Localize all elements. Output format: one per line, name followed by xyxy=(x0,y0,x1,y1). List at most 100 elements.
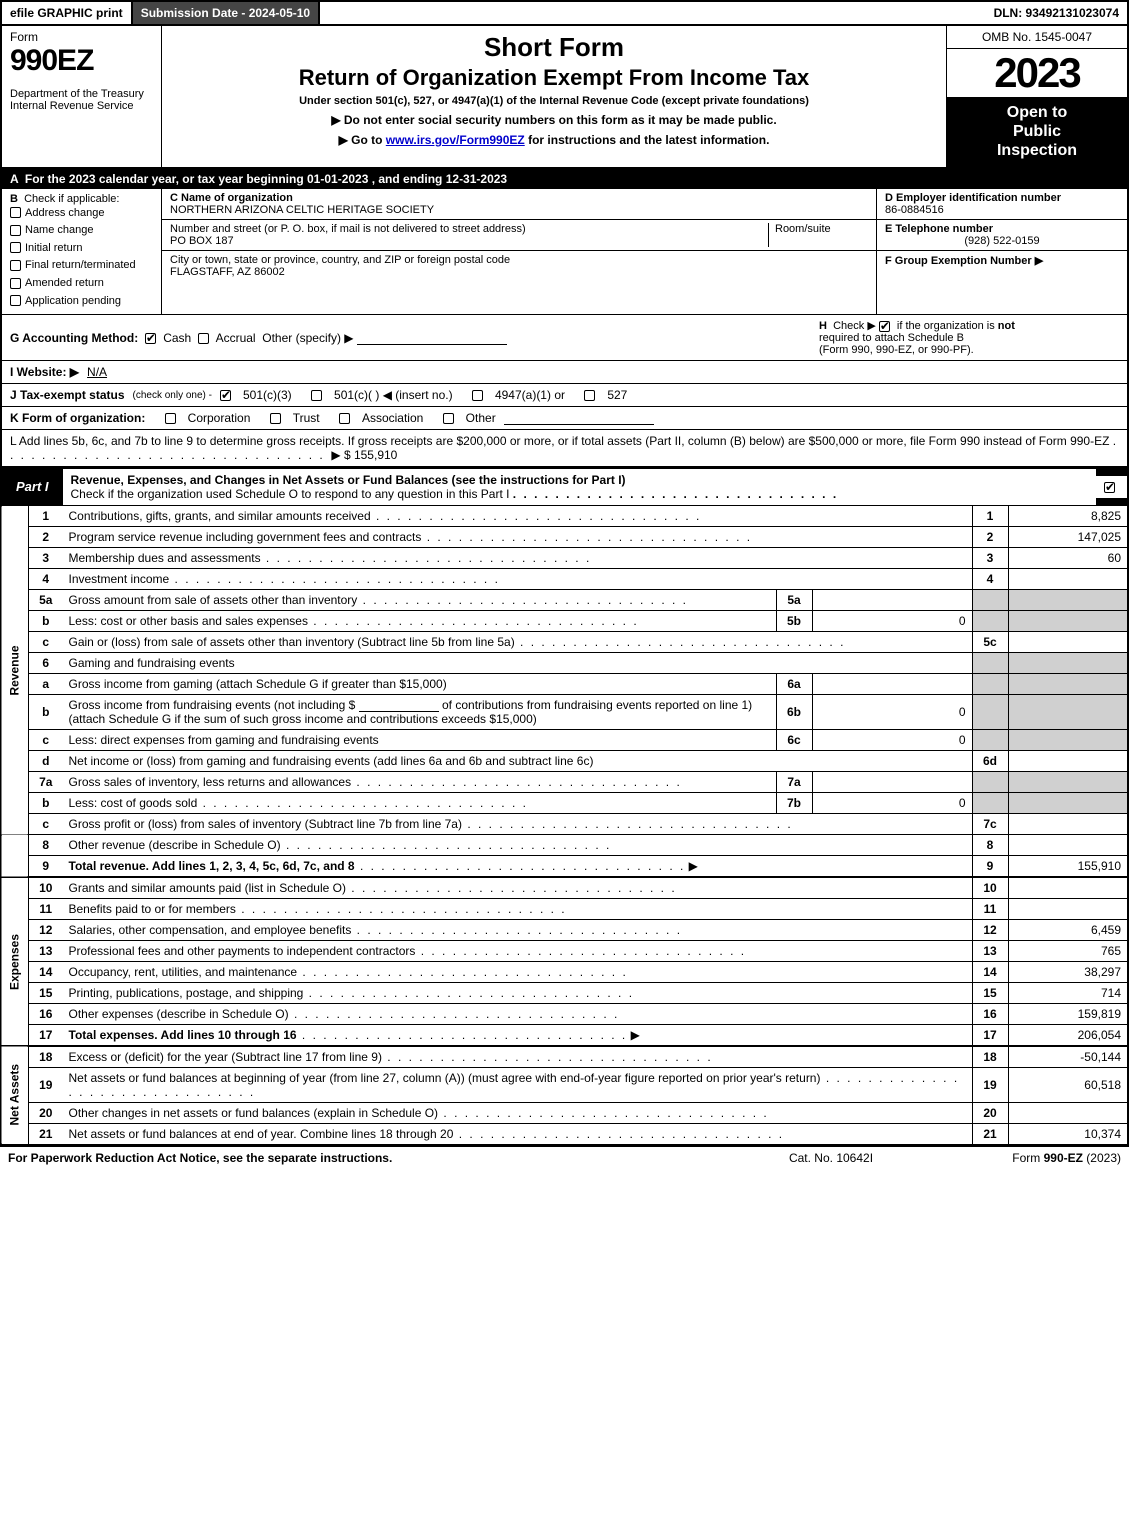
l20-num: 20 xyxy=(29,1103,63,1124)
chk-501c[interactable] xyxy=(311,390,322,401)
l17-desc: Total expenses. Add lines 10 through 16 xyxy=(69,1028,297,1042)
l11-rnum: 11 xyxy=(972,899,1008,920)
l6c-mn: 6c xyxy=(776,730,812,751)
l9-rval: 155,910 xyxy=(1008,856,1128,878)
chk-name-change-label: Name change xyxy=(25,224,94,236)
line-6a: a Gross income from gaming (attach Sched… xyxy=(1,674,1128,695)
top-spacer xyxy=(320,2,985,24)
chk-501c3[interactable] xyxy=(220,390,231,401)
line-7c: c Gross profit or (loss) from sales of i… xyxy=(1,814,1128,835)
goto-link[interactable]: www.irs.gov/Form990EZ xyxy=(386,133,525,147)
l5b-rnum xyxy=(972,611,1008,632)
org-info-grid: B Check if applicable: Address change Na… xyxy=(0,189,1129,316)
i-lbl: I Website: ▶ xyxy=(10,365,79,379)
h-text3: required to attach Schedule B xyxy=(819,332,964,344)
chk-name-change[interactable]: Name change xyxy=(10,222,153,240)
d-block: D Employer identification number 86-0884… xyxy=(877,189,1127,220)
footer-right: Form 990-EZ (2023) xyxy=(921,1151,1121,1165)
chk-trust[interactable] xyxy=(270,413,281,424)
l12-rnum: 12 xyxy=(972,920,1008,941)
header-mid: Short Form Return of Organization Exempt… xyxy=(162,26,947,167)
l5c-desc: Gain or (loss) from sale of assets other… xyxy=(69,635,515,649)
l6c-num: c xyxy=(29,730,63,751)
chk-final-return[interactable]: Final return/terminated xyxy=(10,257,153,275)
h-text4: (Form 990, 990-EZ, or 990-PF). xyxy=(819,344,974,356)
dln: DLN: 93492131023074 xyxy=(986,2,1127,24)
omb-number: OMB No. 1545-0047 xyxy=(947,26,1127,49)
l18-rval: -50,144 xyxy=(1008,1046,1128,1068)
chk-amended-return[interactable]: Amended return xyxy=(10,275,153,293)
row-k: K Form of organization: Corporation Trus… xyxy=(0,407,1129,430)
l7a-num: 7a xyxy=(29,772,63,793)
chk-527[interactable] xyxy=(584,390,595,401)
footer-catno: Cat. No. 10642I xyxy=(741,1151,921,1165)
k-assoc: Association xyxy=(362,411,423,425)
short-form-title: Short Form xyxy=(170,32,938,63)
footer-right-pre: Form xyxy=(1012,1151,1043,1165)
l15-num: 15 xyxy=(29,983,63,1004)
l-amount: $ 155,910 xyxy=(344,448,397,462)
l19-rval: 60,518 xyxy=(1008,1068,1128,1103)
chk-address-change[interactable]: Address change xyxy=(10,205,153,223)
l5b-mn: 5b xyxy=(776,611,812,632)
l10-rval xyxy=(1008,877,1128,899)
l5a-rnum xyxy=(972,590,1008,611)
k-other-fill[interactable] xyxy=(504,411,654,425)
l12-rval: 6,459 xyxy=(1008,920,1128,941)
l8-rval xyxy=(1008,835,1128,856)
d-lbl: D Employer identification number xyxy=(885,192,1061,204)
l5c-num: c xyxy=(29,632,63,653)
l1-rnum: 1 xyxy=(972,506,1008,527)
chk-other-org[interactable] xyxy=(443,413,454,424)
l7b-rval xyxy=(1008,793,1128,814)
l6b-fill[interactable] xyxy=(359,698,439,712)
l13-desc: Professional fees and other payments to … xyxy=(69,944,416,958)
dept-treasury: Department of the Treasury xyxy=(10,88,153,100)
g-other: Other (specify) ▶ xyxy=(262,331,353,345)
l8-rnum: 8 xyxy=(972,835,1008,856)
l7b-mv: 0 xyxy=(812,793,972,814)
line-11: 11 Benefits paid to or for members 11 xyxy=(1,899,1128,920)
l7a-rnum xyxy=(972,772,1008,793)
line-17: 17 Total expenses. Add lines 10 through … xyxy=(1,1025,1128,1047)
col-de: D Employer identification number 86-0884… xyxy=(877,189,1127,315)
l7b-num: b xyxy=(29,793,63,814)
l13-rnum: 13 xyxy=(972,941,1008,962)
j-lbl: J Tax-exempt status xyxy=(10,388,125,402)
l6-rval xyxy=(1008,653,1128,674)
chk-corp[interactable] xyxy=(165,413,176,424)
l9-desc: Total revenue. Add lines 1, 2, 3, 4, 5c,… xyxy=(69,859,355,873)
efile-label[interactable]: efile GRAPHIC print xyxy=(2,2,133,24)
chk-accrual[interactable] xyxy=(198,333,209,344)
h-text2: if the organization is xyxy=(897,320,998,332)
l16-desc: Other expenses (describe in Schedule O) xyxy=(69,1007,289,1021)
l6d-num: d xyxy=(29,751,63,772)
l6-num: 6 xyxy=(29,653,63,674)
l16-rval: 159,819 xyxy=(1008,1004,1128,1025)
chk-4947[interactable] xyxy=(472,390,483,401)
g-other-fill[interactable] xyxy=(357,331,507,345)
l11-rval xyxy=(1008,899,1128,920)
row-l: L Add lines 5b, 6c, and 7b to line 9 to … xyxy=(0,430,1129,468)
l2-rval: 147,025 xyxy=(1008,527,1128,548)
h-text1: Check ▶ xyxy=(833,320,876,332)
j-o2: 501(c)( ) ◀ (insert no.) xyxy=(334,388,453,402)
l6c-desc: Less: direct expenses from gaming and fu… xyxy=(69,733,379,747)
l6a-mn: 6a xyxy=(776,674,812,695)
l8-desc: Other revenue (describe in Schedule O) xyxy=(69,838,281,852)
form-header: Form 990EZ Department of the Treasury In… xyxy=(0,26,1129,169)
org-street: PO BOX 187 xyxy=(170,235,234,247)
l15-rval: 714 xyxy=(1008,983,1128,1004)
l7a-desc: Gross sales of inventory, less returns a… xyxy=(69,775,352,789)
line-4: 4 Investment income 4 xyxy=(1,569,1128,590)
chk-part1-schedule-o[interactable] xyxy=(1104,482,1115,493)
l11-num: 11 xyxy=(29,899,63,920)
chk-h[interactable] xyxy=(879,321,890,332)
chk-cash[interactable] xyxy=(145,333,156,344)
l8-num: 8 xyxy=(29,835,63,856)
chk-initial-return[interactable]: Initial return xyxy=(10,240,153,258)
l6b-mv: 0 xyxy=(812,695,972,730)
l20-rval xyxy=(1008,1103,1128,1124)
chk-assoc[interactable] xyxy=(339,413,350,424)
chk-application-pending[interactable]: Application pending xyxy=(10,293,153,311)
